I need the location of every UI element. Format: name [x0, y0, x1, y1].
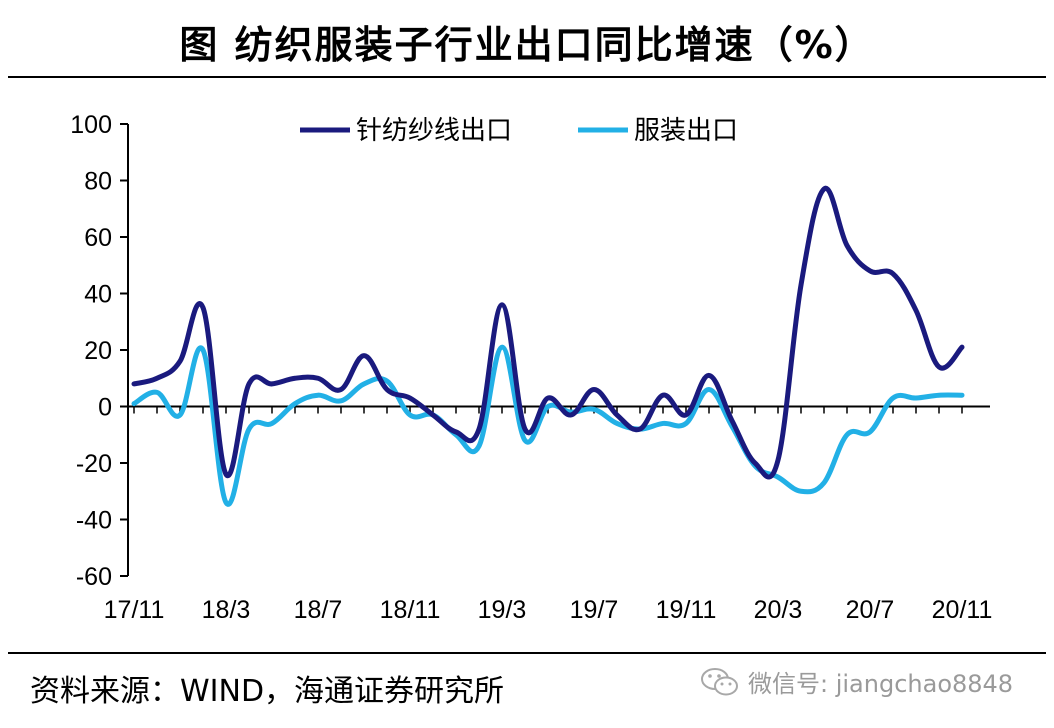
- y-tick-label: 100: [70, 111, 112, 139]
- x-tick-label: 20/3: [754, 596, 803, 624]
- x-tick-label: 20/7: [846, 596, 895, 624]
- y-tick-label: 60: [84, 224, 112, 252]
- x-tick-label: 19/11: [656, 596, 717, 624]
- watermark: 微信号: jiangchao8848: [700, 664, 1013, 699]
- legend-item-apparel: 服装出口: [578, 116, 738, 146]
- legend-label: 针纺纱线出口: [356, 116, 512, 146]
- series-line-apparel: [131, 344, 965, 507]
- x-tick-label: 19/3: [478, 596, 527, 624]
- source-note: 资料来源：WIND，海通证券研究所: [30, 674, 505, 709]
- series-lines: [131, 186, 965, 507]
- x-tick-label: 20/11: [932, 596, 993, 624]
- x-axis: 17/11 18/3 18/7 18/11 19/3 19/7 19/11 20/3 20/7 2…: [104, 405, 993, 624]
- y-tick-label: -20: [76, 450, 112, 478]
- series-line-knit-yarn: [131, 186, 965, 480]
- legend-item-knit-yarn: 针纺纱线出口: [300, 116, 512, 146]
- x-tick-label: 19/7: [570, 596, 619, 624]
- y-tick-label: 40: [84, 281, 112, 309]
- legend-label: 服装出口: [634, 116, 738, 146]
- y-tick-label: -60: [76, 563, 112, 591]
- bottom-rule: [8, 652, 1046, 654]
- chart-title: 图 纺织服装子行业出口同比增速（%）: [179, 23, 875, 67]
- y-tick-label: 80: [84, 168, 112, 196]
- legend: 针纺纱线出口 服装出口: [300, 116, 738, 146]
- x-tick-label: 17/11: [104, 596, 165, 624]
- wechat-icon: [700, 666, 740, 698]
- y-axis: 100 80 60 40 20 0 -20 -40 -60: [70, 111, 129, 591]
- x-tick-label: 18/3: [202, 596, 251, 624]
- x-tick-label: 18/7: [294, 596, 343, 624]
- line-chart: 100 80 60 40 20 0 -20 -40 -60 17/11 18/3 18/7 18/11…: [70, 111, 993, 624]
- y-tick-label: 0: [98, 394, 112, 422]
- watermark-text: 微信号: jiangchao8848: [748, 670, 1014, 698]
- top-rule: [8, 76, 1046, 78]
- y-tick-label: 20: [84, 337, 112, 365]
- x-tick-label: 18/11: [380, 596, 441, 624]
- y-tick-label: -40: [76, 507, 112, 535]
